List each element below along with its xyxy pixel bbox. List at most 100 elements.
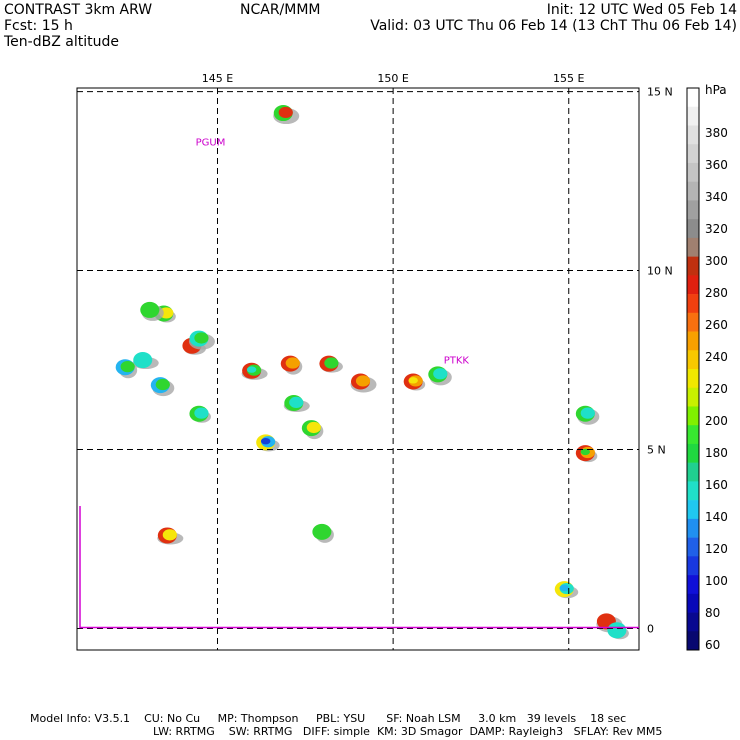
cell-core <box>408 377 418 384</box>
colorbar-label: 160 <box>705 478 728 492</box>
lat-tick-label: 15 N <box>647 86 673 99</box>
radar-cell <box>273 105 300 125</box>
station-label: PTKK <box>444 356 470 367</box>
colorbar-label: 240 <box>705 350 728 364</box>
colorbar-label: 100 <box>705 574 728 588</box>
info-dx: 3.0 km <box>478 712 517 725</box>
colorbar-swatch <box>687 462 699 482</box>
colorbar-swatch <box>687 275 699 295</box>
cell-core <box>140 301 160 318</box>
model-info-line2: LW: RRTMG SW: RRTMG DIFF: simple KM: 3D … <box>153 725 662 738</box>
colorbar-swatch <box>687 537 699 557</box>
cell-core <box>162 529 177 541</box>
cell-core <box>312 523 332 540</box>
cell-core <box>133 352 153 369</box>
cell-core <box>120 361 135 373</box>
colorbar-swatch <box>687 387 699 407</box>
radar-cell <box>283 395 310 413</box>
colorbar-swatch <box>687 631 699 651</box>
info-pbl: PBL: YSU <box>315 712 366 725</box>
radar-cell <box>350 373 377 393</box>
cell-core <box>433 368 448 380</box>
colorbar-label: 200 <box>705 414 728 428</box>
colorbar-swatch <box>687 312 699 332</box>
map-frame <box>76 87 640 651</box>
info-lw: LW: RRTMG <box>153 725 215 738</box>
forecast-hour: Fcst: 15 h <box>4 18 73 34</box>
lat-tick-label: 10 N <box>647 265 673 278</box>
radar-cell <box>132 352 159 370</box>
cell-core <box>289 396 304 409</box>
lon-tick-label: 150 E <box>377 72 408 85</box>
cell-core <box>260 437 271 445</box>
domain-boundary <box>79 506 639 629</box>
radar-cell <box>140 301 164 321</box>
colorbar-label: 80 <box>705 606 720 620</box>
model-info-line1: Model Info: V3.5.1 CU: No Cu MP: Thompso… <box>30 712 626 725</box>
cell-core <box>306 421 321 434</box>
colorbar-label: 140 <box>705 510 728 524</box>
info-diff: DIFF: simple <box>302 725 370 738</box>
radar-cell <box>301 420 324 440</box>
colorbar-swatch <box>687 350 699 370</box>
colorbar-label: 280 <box>705 286 728 300</box>
info-sw: SW: RRTMG <box>228 725 293 738</box>
init-time: Init: 12 UTC Wed 05 Feb 14 <box>546 2 737 18</box>
map-plot-area: 145 E 150 E 155 E 15 N 10 N 5 N 0 PGUM PTKK <box>76 72 673 651</box>
info-km: KM: 3D Smagor <box>376 725 463 738</box>
colorbar-swatch <box>687 556 699 576</box>
cell-core <box>194 332 209 344</box>
colorbar-label: 360 <box>705 158 728 172</box>
colorbar-swatch <box>687 219 699 239</box>
colorbar-label: 320 <box>705 222 728 236</box>
colorbar-swatch <box>687 425 699 445</box>
colorbar-label: 380 <box>705 126 728 140</box>
colorbar-swatch <box>687 575 699 595</box>
valid-time: Valid: 03 UTC Thu 06 Feb 14 (13 ChT Thu … <box>370 18 737 34</box>
cell-core <box>285 357 300 369</box>
colorbar-label: 180 <box>705 446 728 460</box>
info-version: Model Info: V3.5.1 <box>30 712 131 725</box>
colorbar-frame <box>686 87 700 651</box>
cell-core <box>246 366 257 373</box>
cell-core <box>155 378 170 391</box>
colorbar: hPa 380 360 340 320 300 280 260 240 220 200 180 160 1… <box>686 83 728 652</box>
model-title: CONTRAST 3km ARW <box>4 2 153 18</box>
colorbar-swatch <box>687 162 699 182</box>
radar-cell <box>150 377 175 397</box>
radar-cell <box>428 366 452 386</box>
info-cu: CU: No Cu <box>144 712 201 725</box>
colorbar-swatch <box>687 294 699 314</box>
colorbar-label: 60 <box>705 638 720 652</box>
info-mp: MP: Thompson <box>217 712 299 725</box>
info-levels: 39 levels <box>526 712 577 725</box>
colorbar-unit: hPa <box>705 83 727 97</box>
organization: NCAR/MMM <box>240 2 321 18</box>
info-sf: SF: Noah LSM <box>386 712 461 725</box>
radar-cell <box>115 359 138 379</box>
radar-cell <box>403 373 426 391</box>
colorbar-swatch <box>687 500 699 520</box>
colorbar-swatch <box>687 406 699 426</box>
radar-cell <box>312 523 334 543</box>
colorbar-swatch <box>687 237 699 257</box>
cell-core <box>194 407 209 419</box>
colorbar-swatch <box>687 200 699 220</box>
radar-cell <box>189 405 211 423</box>
radar-cell <box>256 434 280 452</box>
colorbar-label: 120 <box>705 542 728 556</box>
radar-cell <box>241 362 268 380</box>
field-name: Ten-dBZ altitude <box>4 34 119 50</box>
colorbar-swatch <box>687 88 699 108</box>
colorbar-label: 260 <box>705 318 728 332</box>
cell-core <box>607 622 627 639</box>
cell-core <box>278 106 293 119</box>
lon-tick-label: 145 E <box>202 72 233 85</box>
cell-core <box>355 375 371 387</box>
cell-core <box>580 448 591 456</box>
colorbar-swatch <box>687 331 699 351</box>
colorbar-label: 300 <box>705 254 728 268</box>
radar-cell <box>188 330 215 350</box>
radar-cell <box>319 355 343 373</box>
